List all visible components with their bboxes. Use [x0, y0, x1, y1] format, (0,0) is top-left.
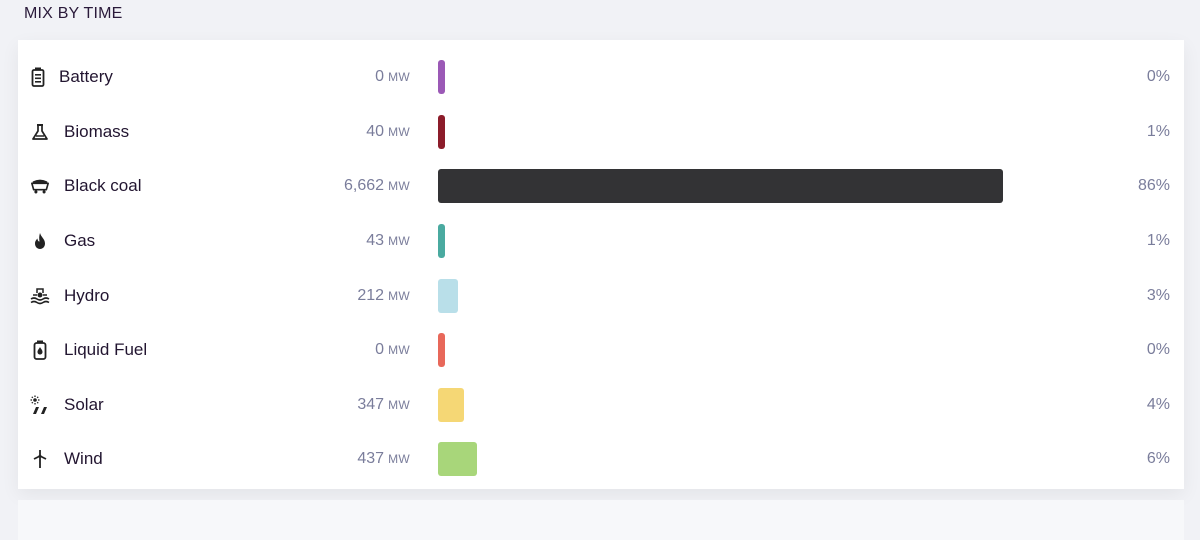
fuel-row[interactable]: Black coal 6,662 MW 86%	[18, 159, 1184, 214]
fuel-value: 212 MW	[357, 287, 410, 305]
fuel-row[interactable]: Wind 437 MW 6%	[18, 432, 1184, 487]
value-unit: MW	[388, 343, 410, 358]
fuel-label: Wind	[64, 449, 103, 469]
mix-panel: Battery 0 MW 0% Biomass 40 MW 1% Black coal 6,662…	[18, 40, 1184, 489]
fuel-label: Gas	[64, 231, 96, 251]
fuel-percent: 4%	[1146, 395, 1170, 413]
fuel-row[interactable]: Solar 347 MW 4%	[18, 378, 1184, 433]
fuel-percent: 1%	[1146, 122, 1170, 140]
fuel-label: Biomass	[64, 121, 130, 141]
wind-turbine-icon	[30, 449, 50, 469]
value-number: 0	[375, 68, 385, 86]
fuel-bar	[438, 224, 445, 259]
fuel-value: 43 MW	[366, 232, 410, 250]
value-number: 347	[357, 395, 385, 413]
coal-cart-icon	[30, 176, 50, 196]
fuel-label: Battery	[59, 67, 113, 87]
value-number: 437	[357, 450, 385, 468]
fuel-bar	[438, 114, 445, 149]
fuel-percent: 86%	[1137, 177, 1170, 195]
hydro-icon	[30, 286, 50, 306]
fuel-bar	[438, 387, 465, 422]
section-title: MIX BY TIME	[24, 5, 123, 22]
fuel-row[interactable]: Liquid Fuel 0 MW 0%	[18, 323, 1184, 378]
fuel-bar	[438, 60, 445, 95]
fuel-percent: 1%	[1146, 232, 1170, 250]
value-number: 212	[357, 286, 385, 304]
solar-icon	[30, 395, 50, 415]
fuel-percent: 3%	[1146, 286, 1170, 304]
value-number: 43	[366, 232, 385, 250]
fuel-bar	[438, 278, 458, 313]
fuel-label: Liquid Fuel	[64, 340, 148, 360]
value-number: 0	[375, 341, 385, 359]
fuel-value: 40 MW	[366, 123, 410, 141]
fuel-bar	[438, 442, 478, 477]
fuel-percent: 0%	[1146, 68, 1170, 86]
value-unit: MW	[388, 179, 410, 194]
fuel-row[interactable]: Gas 43 MW 1%	[18, 214, 1184, 269]
fuel-percent: 0%	[1146, 341, 1170, 359]
biomass-icon	[30, 122, 50, 142]
fuel-row[interactable]: Biomass 40 MW 1%	[18, 105, 1184, 160]
fuel-can-icon	[30, 340, 50, 361]
fuel-row[interactable]: Battery 0 MW 0%	[18, 50, 1184, 105]
fuel-value: 0 MW	[375, 341, 410, 359]
value-unit: MW	[388, 234, 410, 249]
fuel-bar	[438, 169, 1003, 204]
fuel-value: 437 MW	[357, 450, 410, 468]
fuel-label: Solar	[64, 394, 104, 414]
flame-icon	[30, 231, 50, 251]
value-unit: MW	[388, 124, 410, 139]
battery-icon	[28, 67, 48, 88]
fuel-label: Black coal	[64, 176, 142, 196]
value-unit: MW	[388, 288, 410, 303]
fuel-percent: 6%	[1146, 450, 1170, 468]
value-unit: MW	[388, 397, 410, 412]
next-card	[18, 500, 1184, 540]
fuel-bar	[438, 333, 445, 368]
fuel-value: 0 MW	[375, 68, 410, 86]
value-number: 6,662	[344, 177, 385, 195]
fuel-value: 347 MW	[357, 396, 410, 414]
fuel-label: Hydro	[64, 285, 110, 305]
value-number: 40	[366, 122, 385, 140]
value-unit: MW	[388, 452, 410, 467]
value-unit: MW	[388, 70, 410, 85]
fuel-value: 6,662 MW	[344, 177, 410, 195]
fuel-row[interactable]: Hydro 212 MW 3%	[18, 268, 1184, 323]
